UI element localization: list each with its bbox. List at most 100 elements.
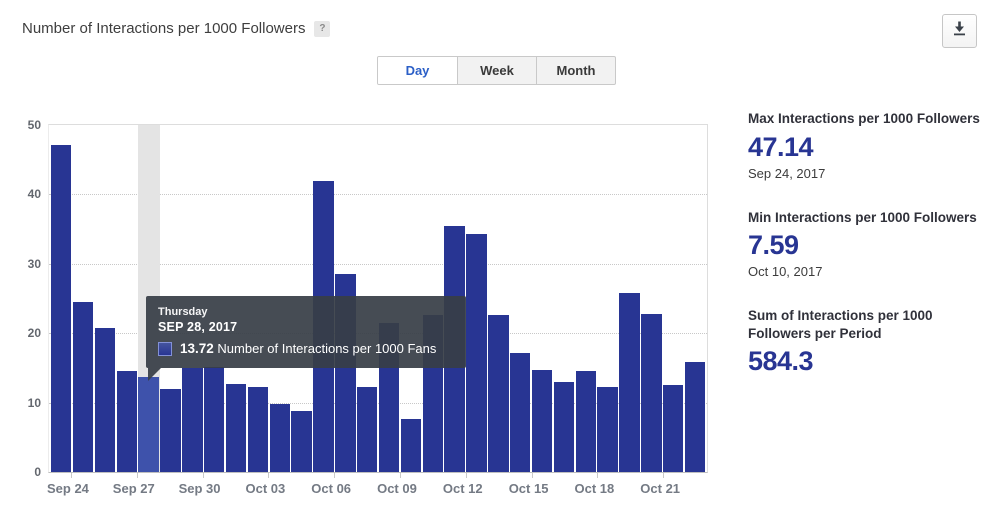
bar[interactable] <box>466 233 487 472</box>
bar[interactable] <box>225 383 247 472</box>
bar[interactable] <box>291 410 312 472</box>
tooltip-weekday: Thursday <box>158 306 208 318</box>
x-axis-label: Oct 06 <box>311 481 352 496</box>
bar[interactable] <box>51 144 72 472</box>
y-axis-label: 0 <box>34 465 41 479</box>
x-axis-label: Sep 24 <box>46 481 89 496</box>
stat-max: Max Interactions per 1000 Followers 47.1… <box>748 110 986 181</box>
bar-slot[interactable] <box>684 125 707 472</box>
stat-max-label: Max Interactions per 1000 Followers <box>748 111 980 126</box>
stat-min-date: Oct 10, 2017 <box>748 264 823 280</box>
bar[interactable] <box>575 371 596 472</box>
bar-slot[interactable] <box>597 125 619 472</box>
bar-slot[interactable] <box>204 125 226 472</box>
bar-slot[interactable] <box>160 125 182 472</box>
y-axis-label: 30 <box>27 256 41 271</box>
bar[interactable] <box>182 367 203 472</box>
tab-week[interactable]: Week <box>457 57 536 84</box>
bar[interactable] <box>204 367 225 472</box>
bar-slot[interactable] <box>553 125 576 472</box>
bar-slot[interactable] <box>510 125 532 472</box>
bar-slot[interactable] <box>400 125 423 472</box>
bar-slot[interactable] <box>466 125 488 472</box>
download-button[interactable] <box>942 14 977 48</box>
stat-max-date: Sep 24, 2017 <box>748 165 826 181</box>
bar[interactable] <box>94 328 116 472</box>
bar[interactable] <box>641 314 662 472</box>
bar-slot[interactable] <box>116 125 139 472</box>
stat-sum: Sum of Interactions per 1000 Followers p… <box>748 307 986 377</box>
gridline <box>49 263 707 265</box>
page-title: Number of Interactions per 1000 Follower… <box>22 20 306 37</box>
tooltip-text: 13.72 Number of Interactions per 1000 Fa… <box>180 341 436 356</box>
bar-slot[interactable] <box>291 125 313 472</box>
y-axis-label: 50 <box>27 118 41 132</box>
bar[interactable] <box>510 353 531 472</box>
bar[interactable] <box>400 419 422 472</box>
x-axis-tick <box>202 473 204 478</box>
y-axis-label: 10 <box>27 395 41 410</box>
x-axis-tick <box>70 473 72 478</box>
x-axis-tick <box>136 473 138 478</box>
bar[interactable] <box>269 404 290 472</box>
bar[interactable] <box>663 385 684 472</box>
bar[interactable] <box>619 292 640 472</box>
bar[interactable] <box>553 382 575 472</box>
x-axis-label: Oct 15 <box>508 481 549 496</box>
stat-sum-value: 584.3 <box>748 346 814 377</box>
x-axis-label: Sep 27 <box>112 481 155 496</box>
bar[interactable] <box>247 386 269 472</box>
bar-slot[interactable] <box>269 125 292 472</box>
bar-slot[interactable] <box>182 125 204 472</box>
tooltip-date: SEP 28, 2017 <box>158 320 238 334</box>
tooltip-legend-swatch <box>158 341 172 356</box>
bar-slot[interactable] <box>663 125 685 472</box>
tab-day[interactable]: Day <box>378 57 457 84</box>
x-axis-label: Sep 30 <box>178 481 221 496</box>
bar-slot[interactable] <box>619 125 641 472</box>
x-axis-tick <box>268 473 270 478</box>
y-axis-label: 40 <box>27 187 41 202</box>
y-axis-label: 20 <box>27 326 41 341</box>
bar-slot[interactable] <box>225 125 248 472</box>
x-axis-label: Oct 03 <box>245 481 286 496</box>
bar-slot[interactable] <box>357 125 379 472</box>
x-axis-tick <box>531 473 533 478</box>
x-axis-tick <box>334 473 336 478</box>
tooltip-series-label: Number of Interactions per 1000 Fans <box>217 341 437 356</box>
chart-tooltip: Thursday SEP 28, 2017 13.72 Number of In… <box>146 296 466 381</box>
x-axis-label: Oct 18 <box>574 481 615 496</box>
bar-slot[interactable] <box>575 125 598 472</box>
x-axis-tick <box>465 473 467 478</box>
gridline <box>49 194 707 196</box>
stat-sum-label: Sum of Interactions per 1000 Followers p… <box>748 308 933 341</box>
bar[interactable] <box>531 369 553 472</box>
x-axis: Sep 24 Sep 27 Sep 30 Oct 03 Oct 06 Oct 09 Oct … <box>46 472 707 502</box>
x-axis-label: Oct 21 <box>640 481 681 496</box>
help-icon[interactable]: ? <box>314 20 331 37</box>
bar[interactable] <box>138 376 159 472</box>
download-icon <box>952 21 967 42</box>
bar-slot[interactable] <box>488 125 510 472</box>
bar[interactable] <box>357 386 378 472</box>
bar-slot[interactable] <box>94 125 117 472</box>
x-axis-label: Oct 12 <box>442 481 483 496</box>
tooltip-value: 13.72 <box>180 341 214 356</box>
bar-slot[interactable] <box>51 125 73 472</box>
x-axis-label: Oct 09 <box>377 481 417 496</box>
bar-slot[interactable] <box>72 125 95 472</box>
bar[interactable] <box>72 301 94 472</box>
bar[interactable] <box>160 388 181 472</box>
gridline <box>49 402 707 404</box>
x-axis-tick <box>399 473 401 478</box>
bar[interactable] <box>597 387 618 472</box>
bar-slot[interactable] <box>641 125 663 472</box>
bar-slot[interactable] <box>531 125 554 472</box>
tab-month[interactable]: Month <box>536 57 615 84</box>
x-axis-tick <box>663 473 665 478</box>
bar[interactable] <box>488 315 509 472</box>
bar[interactable] <box>116 370 137 472</box>
stat-min-value: 7.59 <box>748 230 799 261</box>
bar-slot[interactable] <box>247 125 270 472</box>
bar[interactable] <box>684 361 706 472</box>
